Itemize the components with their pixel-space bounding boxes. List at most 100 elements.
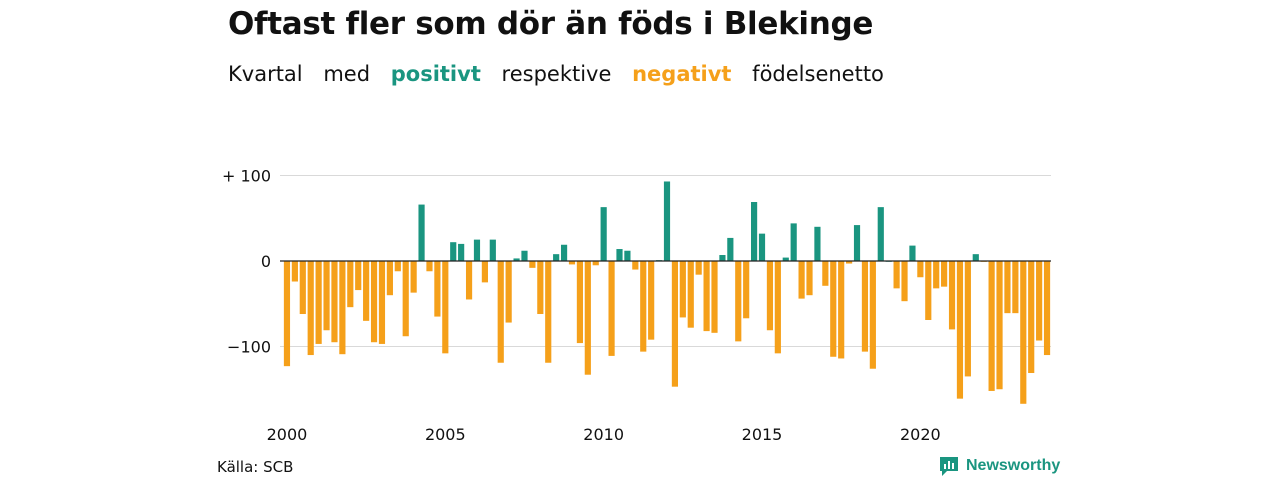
bar <box>386 261 393 296</box>
bar <box>402 261 409 337</box>
brand-name: Newsworthy <box>966 457 1061 474</box>
bar <box>465 261 473 300</box>
bar <box>956 261 964 399</box>
bar <box>964 261 971 377</box>
bar <box>735 261 742 342</box>
bar <box>458 243 465 261</box>
bar <box>1036 261 1043 341</box>
bar <box>972 254 979 261</box>
bar <box>545 261 552 363</box>
bar <box>838 261 845 359</box>
bar <box>743 261 750 319</box>
bar <box>553 254 560 261</box>
bar <box>481 261 488 283</box>
bar <box>600 207 607 261</box>
bar <box>719 255 726 261</box>
source-note: Källa: SCB <box>217 458 294 476</box>
bar <box>442 261 449 354</box>
bar <box>790 223 797 261</box>
subtitle-positive: positivt <box>390 62 481 86</box>
bar <box>1004 261 1011 314</box>
x-tick-label: 2005 <box>425 425 466 444</box>
bar <box>1012 261 1019 314</box>
bar <box>917 261 924 278</box>
bar <box>450 242 457 261</box>
bar <box>806 261 813 296</box>
bar <box>355 261 362 291</box>
bar <box>893 261 900 289</box>
bar <box>291 261 298 282</box>
bar <box>727 237 734 261</box>
bar <box>941 261 948 287</box>
bar <box>434 261 441 317</box>
bar <box>363 261 370 321</box>
bar <box>925 261 932 320</box>
bar <box>378 261 386 344</box>
bar <box>521 250 528 261</box>
bar <box>560 244 568 261</box>
bar <box>877 207 884 261</box>
bar <box>568 261 576 265</box>
bar <box>782 257 789 261</box>
bar <box>410 261 417 293</box>
bar <box>584 261 591 375</box>
bar <box>624 250 631 261</box>
bar <box>901 261 908 302</box>
y-tick-label: + 100 <box>222 167 271 186</box>
x-tick-label: 2020 <box>900 425 941 444</box>
bar <box>830 261 837 357</box>
bar <box>616 249 623 261</box>
subtitle-word: med <box>323 62 371 86</box>
bar <box>632 261 639 270</box>
y-tick-label: 0 <box>261 252 271 271</box>
bar <box>331 261 338 343</box>
bar <box>323 261 330 331</box>
bar <box>822 261 829 286</box>
bar <box>347 261 354 308</box>
bar <box>608 261 615 356</box>
bar <box>751 202 758 261</box>
bar <box>1020 261 1027 404</box>
bar <box>996 261 1003 390</box>
bar <box>1028 261 1035 374</box>
bar <box>418 204 425 261</box>
bar <box>663 181 671 261</box>
bar <box>505 261 512 323</box>
bar <box>988 261 995 391</box>
bar <box>640 261 647 352</box>
x-tick-label: 2010 <box>583 425 624 444</box>
bar <box>909 245 916 261</box>
bar <box>798 261 805 299</box>
bar <box>473 239 481 261</box>
bar <box>933 261 940 289</box>
y-tick-label: −100 <box>227 338 271 357</box>
bar <box>307 261 314 356</box>
bar <box>948 261 956 330</box>
bar <box>592 261 599 266</box>
bar <box>497 261 504 363</box>
bar <box>679 261 686 318</box>
bar <box>861 261 869 352</box>
bar <box>299 261 306 315</box>
bar <box>846 261 853 264</box>
bar <box>766 261 774 331</box>
bar <box>529 261 536 268</box>
bar <box>394 261 401 272</box>
bar <box>774 261 781 354</box>
newsworthy-icon <box>940 457 958 476</box>
bar <box>1043 261 1051 356</box>
chart-subtitle: Kvartal med positivt respektive negativt… <box>228 62 898 86</box>
bar <box>711 261 718 333</box>
bar <box>576 261 583 344</box>
bar <box>537 261 544 315</box>
bar <box>339 261 346 355</box>
bar <box>671 261 679 387</box>
bar <box>315 261 322 344</box>
bar <box>426 261 433 272</box>
x-tick-label: 2015 <box>742 425 783 444</box>
bar <box>758 233 766 261</box>
bar <box>687 261 694 328</box>
subtitle-word: respektive <box>501 62 612 86</box>
bar <box>283 261 291 367</box>
